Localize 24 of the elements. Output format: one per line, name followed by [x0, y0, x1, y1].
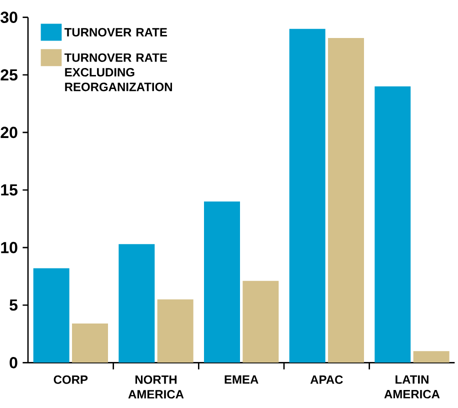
y-tick-label: 25	[0, 69, 18, 81]
x-tick-label: LATIN AMERICA	[384, 375, 440, 398]
bar	[72, 324, 108, 363]
legend-label: TURNOVER RATE	[64, 28, 167, 37]
y-tick-label: 15	[1, 184, 18, 196]
x-tick-label: CORP	[54, 375, 88, 384]
x-tick-label: NORTH AMERICA	[128, 375, 184, 399]
bar	[157, 299, 194, 363]
y-tick-label: 0	[10, 357, 18, 368]
bar	[242, 280, 279, 363]
y-tick-label: 10	[1, 242, 18, 254]
bar	[413, 351, 450, 363]
bar	[374, 86, 411, 363]
bar	[33, 268, 70, 363]
bar	[289, 28, 326, 363]
bar	[328, 38, 364, 363]
y-tick-label: 30	[0, 12, 18, 24]
bar	[204, 202, 240, 363]
x-tick-label: EMEA	[224, 375, 258, 384]
y-tick-label: 5	[10, 300, 18, 311]
legend-label: TURNOVER RATE EXCLUDING REORGANIZATION	[64, 53, 172, 92]
x-tick-label: APAC	[310, 375, 343, 384]
y-tick-label: 20	[0, 126, 18, 138]
bar	[118, 244, 155, 363]
